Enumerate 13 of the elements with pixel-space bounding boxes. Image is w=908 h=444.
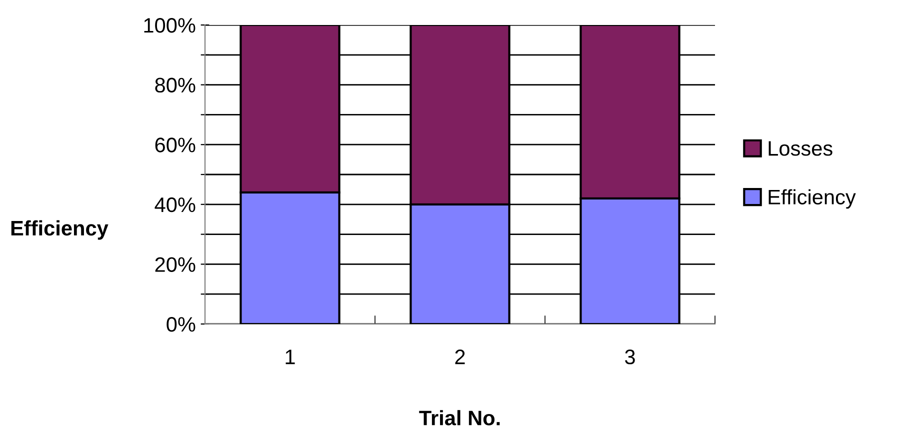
y-tick-label: 100% — [144, 18, 196, 33]
y-axis-title: Efficiency — [11, 220, 108, 240]
legend-label: Losses — [768, 141, 832, 156]
y-tick-label: 0% — [166, 317, 196, 332]
y-tick-label: 20% — [155, 257, 196, 272]
legend-label: Efficiency — [768, 189, 856, 209]
x-tick-label: 2 — [455, 350, 465, 364]
x-tick-label: 3 — [625, 350, 635, 364]
x-axis-title: Trial No. — [419, 410, 500, 426]
y-tick-label: 80% — [155, 78, 196, 93]
y-tick-label: 60% — [155, 138, 196, 152]
x-tick-label: 1 — [286, 350, 295, 364]
y-tick-label: 40% — [154, 197, 196, 212]
